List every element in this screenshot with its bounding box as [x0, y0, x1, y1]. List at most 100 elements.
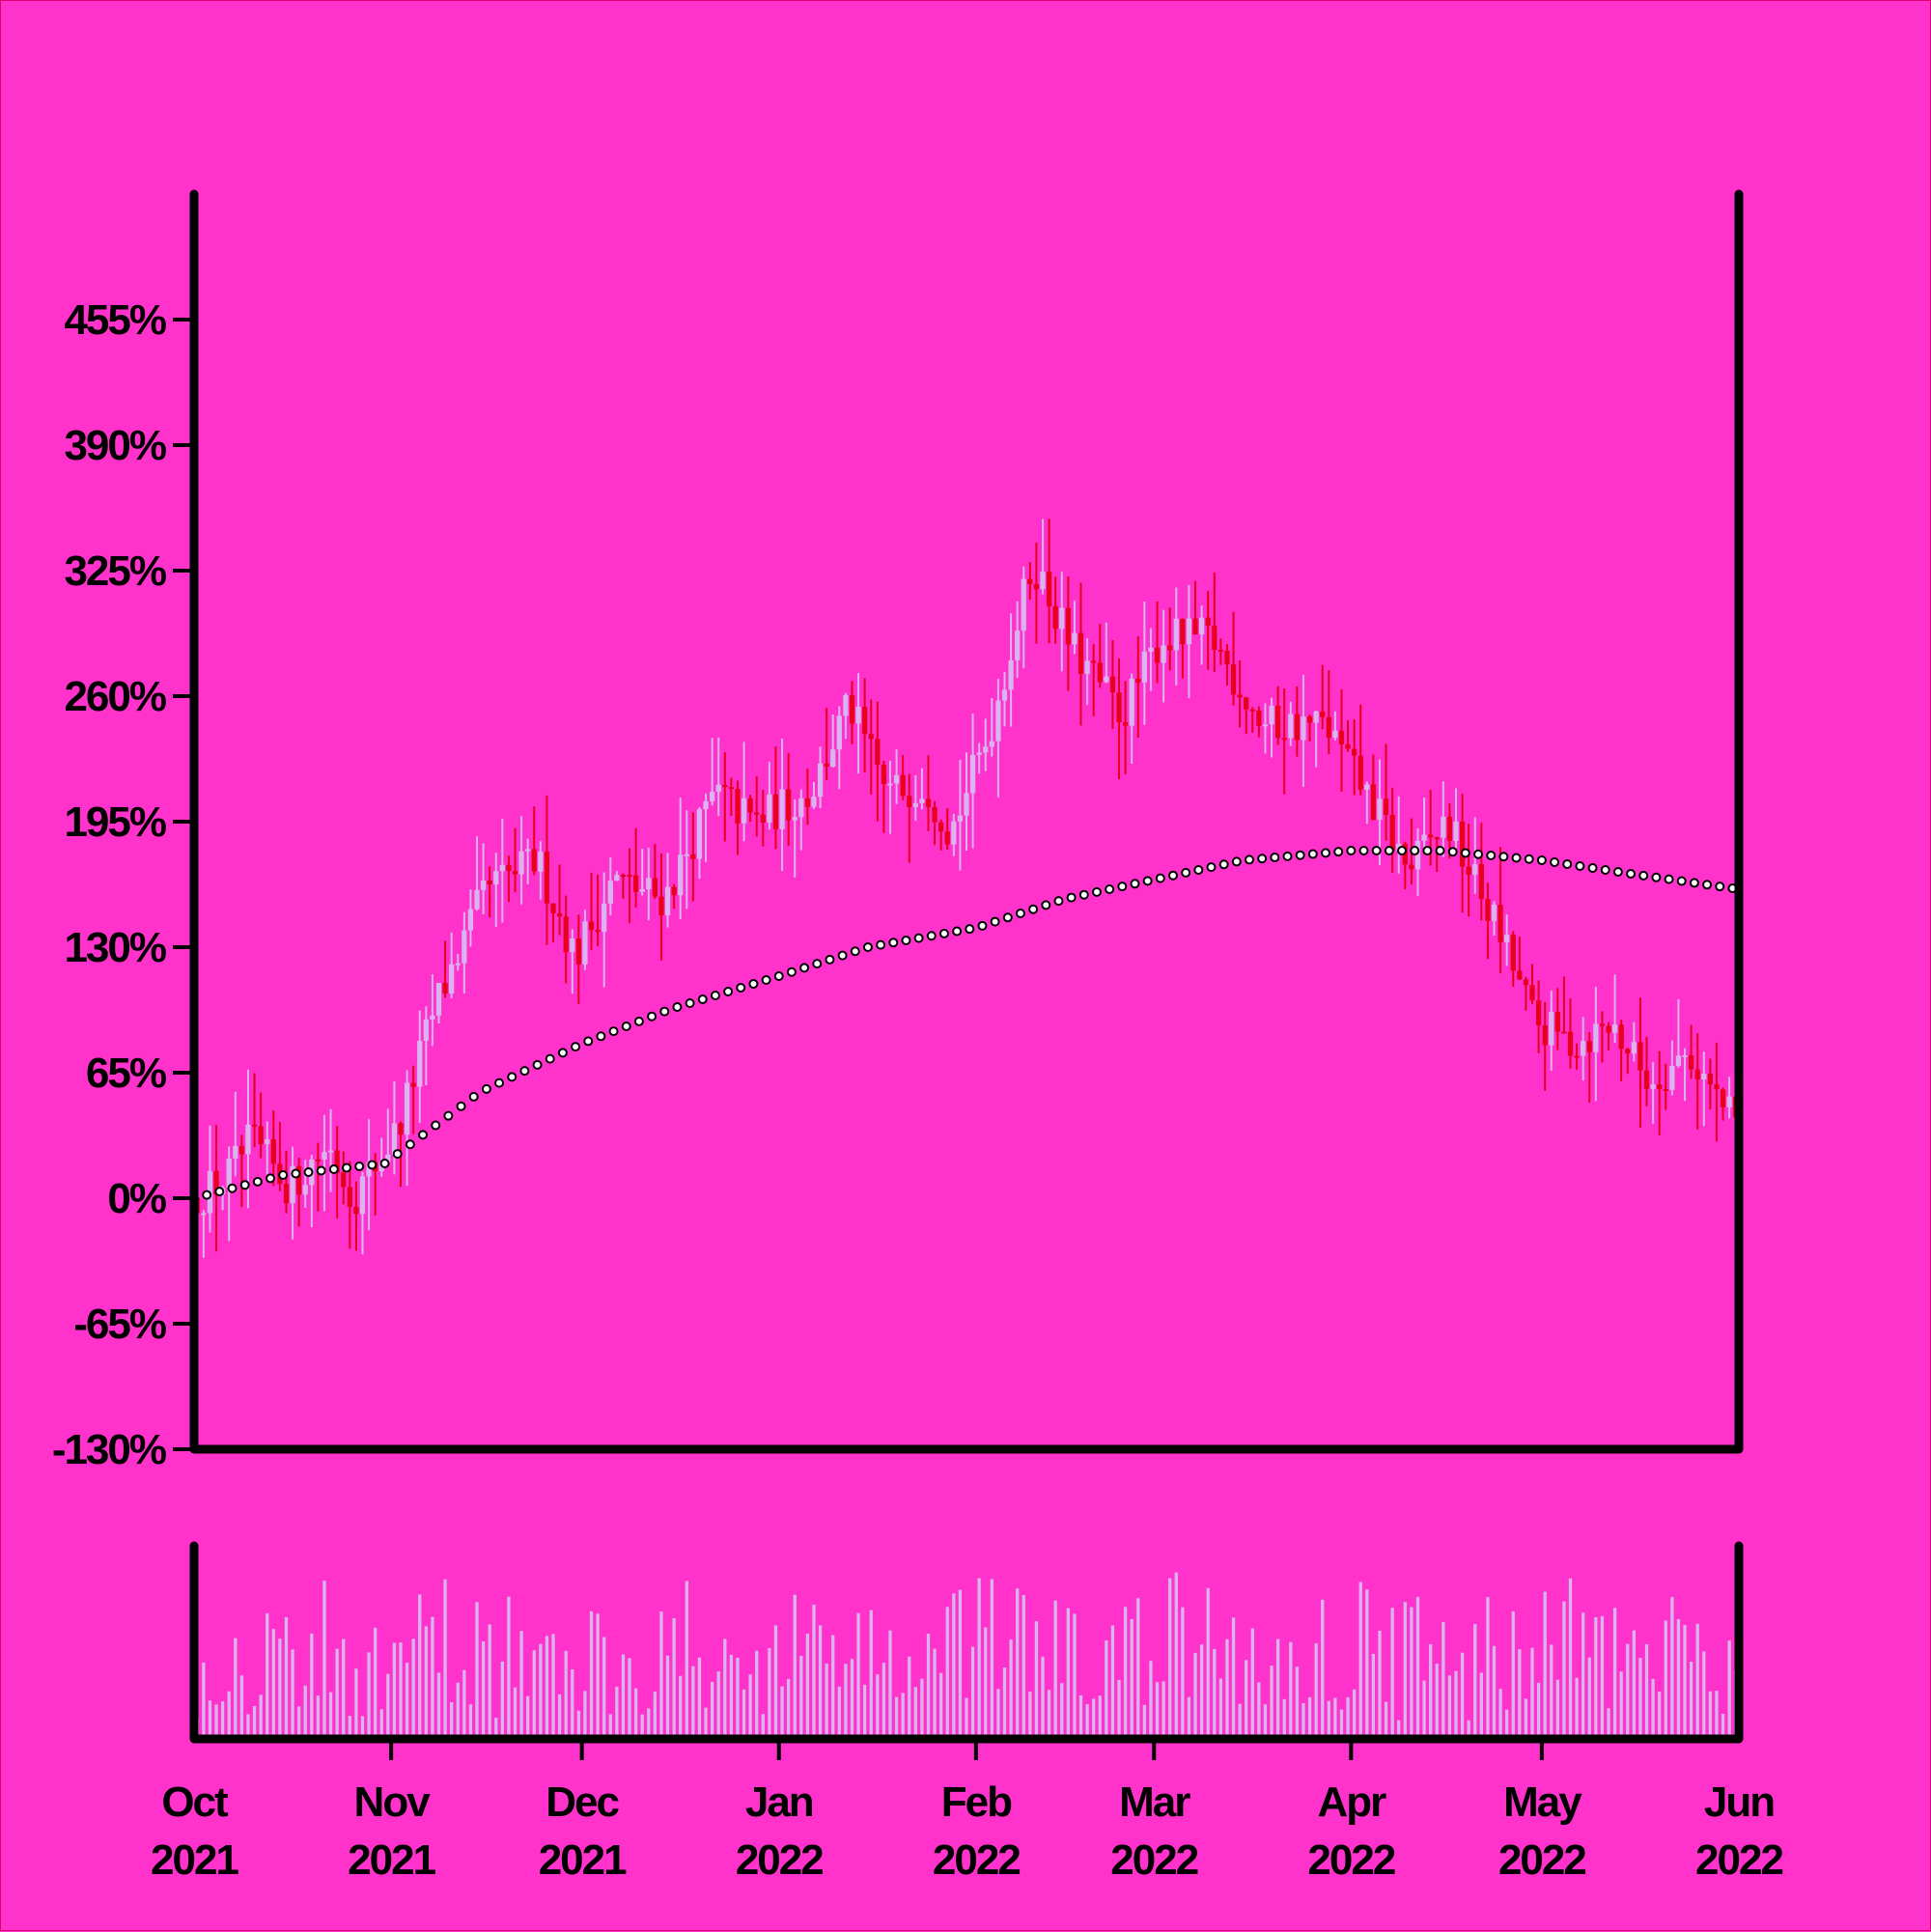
volume-bar [1009, 1639, 1013, 1739]
moving-average-point [328, 1164, 339, 1174]
candle-body [792, 817, 798, 821]
candle-body [1186, 618, 1192, 645]
volume-bar [1435, 1664, 1439, 1739]
volume-bar [374, 1627, 378, 1739]
moving-average-line [189, 846, 1738, 1203]
moving-average-point [1002, 912, 1013, 923]
candle-body [1021, 578, 1026, 631]
moving-average-point [1307, 849, 1318, 859]
volume-bar [856, 1612, 860, 1739]
moving-average-point [837, 950, 848, 961]
candle-body [817, 763, 824, 798]
volume-bar [672, 1617, 676, 1739]
volume-bar [310, 1633, 314, 1739]
x-tick-label-month: Mar [1119, 1778, 1190, 1826]
candle-body [722, 784, 728, 788]
volume-bar [1689, 1662, 1693, 1739]
candle-body [944, 831, 950, 845]
moving-average-point [1155, 873, 1165, 883]
volume-bar [665, 1655, 670, 1739]
candle-body [957, 815, 964, 822]
volume-bar [1492, 1645, 1497, 1739]
candle-body [233, 1146, 238, 1159]
volume-bar [1238, 1703, 1242, 1739]
volume-bar [1638, 1658, 1642, 1739]
candle-body [1453, 821, 1459, 842]
moving-average-point [1638, 870, 1649, 881]
volume-bar [1536, 1682, 1541, 1739]
volume-bar [1511, 1610, 1515, 1739]
volume-bar [596, 1613, 600, 1739]
candle-body [1040, 572, 1046, 590]
candle-body [296, 1165, 302, 1195]
volume-bar [468, 1704, 473, 1739]
candle-body [366, 1162, 372, 1177]
volume-bar [1543, 1591, 1547, 1739]
volume-bar [1575, 1677, 1579, 1739]
candle-body [881, 765, 887, 785]
volume-bar [386, 1673, 390, 1739]
moving-average-point [405, 1139, 415, 1150]
volume-bar [913, 1687, 917, 1739]
volume-bar [342, 1638, 346, 1739]
volume-bar [602, 1637, 606, 1739]
candle-body [1441, 816, 1446, 838]
candle-body [1033, 584, 1040, 590]
candle-body [417, 1040, 423, 1087]
candle-body [435, 983, 442, 1016]
candle-body [1497, 904, 1503, 942]
moving-average-point [571, 1042, 581, 1052]
candle-body [703, 800, 709, 810]
candle-body [1472, 864, 1478, 876]
candle-body [480, 880, 487, 890]
candle-body [1224, 651, 1230, 665]
candle-body [506, 864, 512, 872]
moving-average-point [1435, 846, 1445, 855]
candle-body [1466, 866, 1471, 876]
volume-bar [1581, 1612, 1585, 1739]
volume-bar [780, 1686, 784, 1739]
x-tick-label-year: 2022 [1110, 1836, 1197, 1884]
moving-average-point [633, 1016, 644, 1026]
candle-body [1237, 694, 1243, 698]
volume-bar [583, 1691, 587, 1739]
volume-bar [1053, 1600, 1057, 1739]
volume-bar [220, 1701, 225, 1739]
volume-bar [894, 1696, 899, 1739]
volume-bar [1479, 1672, 1483, 1739]
candle-body [1205, 617, 1211, 626]
volume-bar [615, 1686, 619, 1739]
volume-bar [1142, 1704, 1147, 1739]
moving-average-point [659, 1006, 670, 1017]
candle-body [1675, 1055, 1682, 1067]
volume-bar [1085, 1704, 1089, 1739]
volume-bar [500, 1661, 504, 1739]
moving-average-point [888, 938, 899, 948]
volume-bar [805, 1634, 810, 1739]
volume-bar [526, 1695, 530, 1739]
candle-body [1688, 1054, 1694, 1070]
candle-body [404, 1082, 410, 1135]
candle-body [824, 763, 829, 768]
moving-average-point [507, 1072, 518, 1082]
candle-body [1015, 630, 1021, 660]
volume-bar [1073, 1613, 1077, 1739]
volume-bar [1473, 1624, 1477, 1739]
volume-bar [679, 1675, 683, 1739]
volume-bar [259, 1694, 263, 1739]
volume-bar [532, 1650, 536, 1739]
x-tick-label-year: 2022 [933, 1836, 1020, 1884]
candle-body [556, 912, 563, 917]
moving-average-point [1142, 876, 1153, 886]
candle-body [1091, 660, 1097, 663]
moving-average-point [926, 931, 937, 941]
candle-body [1523, 979, 1529, 986]
volume-bar [1168, 1578, 1172, 1739]
moving-average-point [239, 1180, 250, 1190]
moving-average-point [913, 933, 924, 943]
candle-body [735, 789, 741, 824]
moving-average-point [1587, 863, 1598, 873]
volume-bar [367, 1652, 371, 1739]
moving-average-point [1384, 846, 1394, 855]
